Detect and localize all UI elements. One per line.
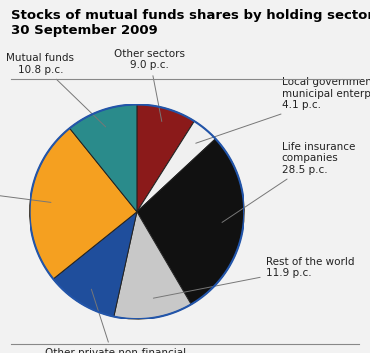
Text: Stocks of mutual funds shares by holding sectors as of
30 September 2009: Stocks of mutual funds shares by holding… [11, 9, 370, 37]
Text: Mutual funds
10.8 p.c.: Mutual funds 10.8 p.c. [6, 53, 106, 127]
Text: Local government and
municipal enterprises
4.1 p.c.: Local government and municipal enterpris… [196, 77, 370, 143]
Text: Rest of the world
11.9 p.c.: Rest of the world 11.9 p.c. [154, 257, 354, 298]
Wedge shape [53, 212, 137, 317]
Text: Other sectors
9.0 p.c.: Other sectors 9.0 p.c. [114, 49, 185, 121]
Wedge shape [114, 212, 191, 319]
Text: Households
25.0 p.c.: Households 25.0 p.c. [0, 180, 51, 202]
Wedge shape [137, 121, 215, 212]
Text: Life insurance
companies
28.5 p.c.: Life insurance companies 28.5 p.c. [222, 142, 355, 222]
Wedge shape [70, 104, 137, 212]
Wedge shape [137, 104, 194, 212]
Text: Other private non-financial
corporations
10.8 p.c.: Other private non-financial corporations… [45, 289, 186, 353]
Wedge shape [137, 139, 244, 304]
Wedge shape [30, 128, 137, 279]
